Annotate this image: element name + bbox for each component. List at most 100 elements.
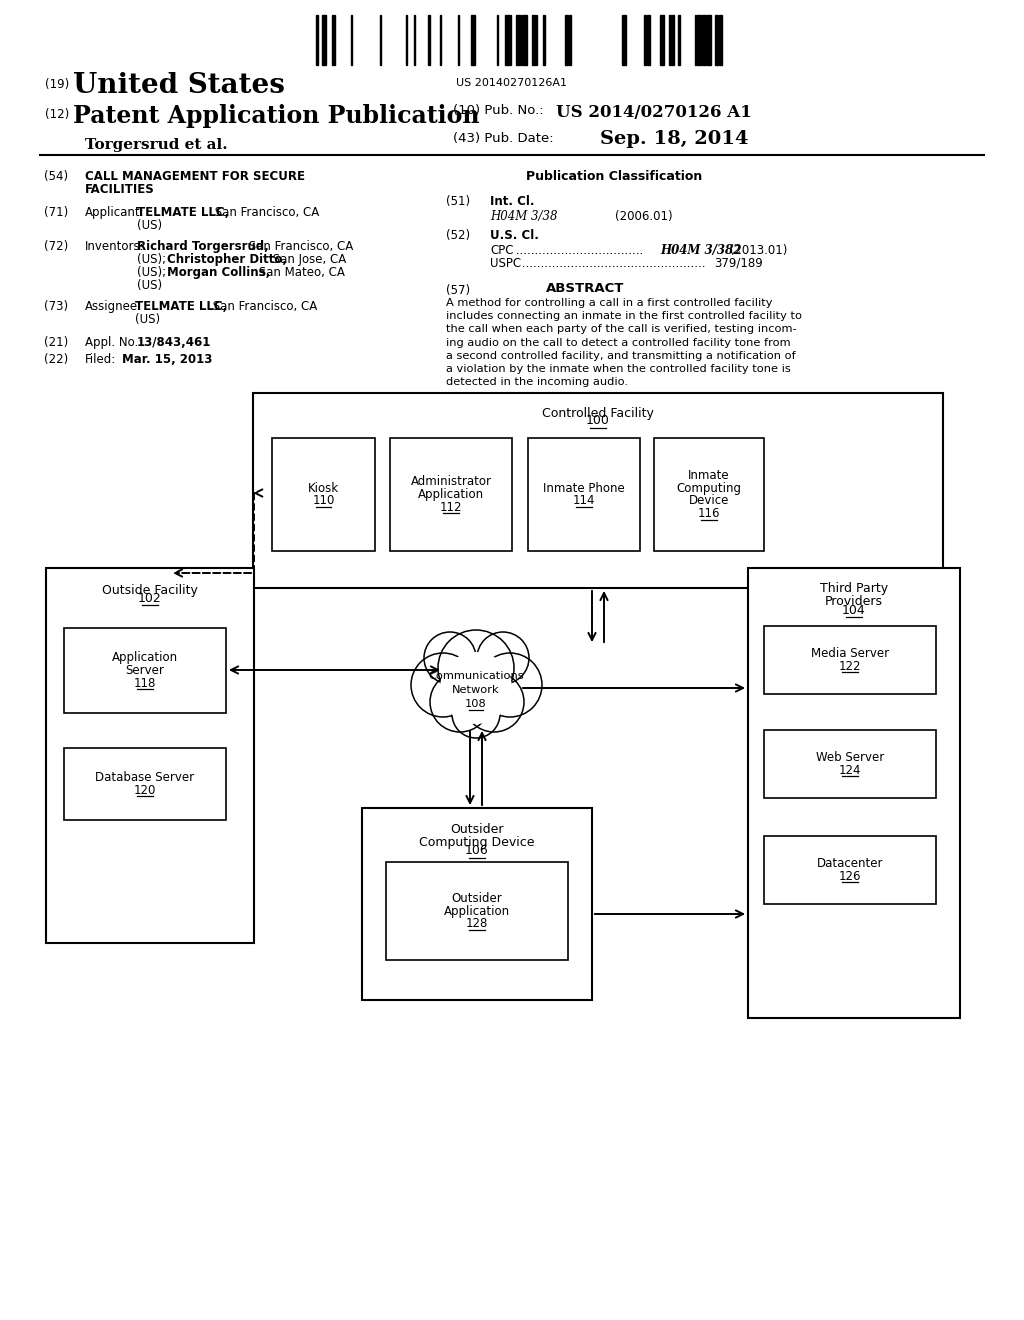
Text: (US);: (US); [137, 253, 166, 267]
Text: (57): (57) [446, 284, 470, 297]
Text: TELMATE LLC,: TELMATE LLC, [135, 300, 227, 313]
Bar [322, 15, 326, 65]
Text: 106: 106 [465, 845, 488, 858]
Bar [565, 15, 568, 65]
Text: 128: 128 [466, 917, 488, 931]
Text: Server: Server [126, 664, 165, 677]
Bar [764, 626, 936, 694]
Text: Application: Application [418, 488, 484, 502]
Bar [390, 438, 512, 550]
Text: 110: 110 [312, 495, 335, 507]
Bar [63, 628, 226, 713]
Circle shape [478, 653, 542, 717]
Text: (US): (US) [137, 219, 162, 232]
Bar [702, 15, 706, 65]
Text: Outside Facility: Outside Facility [102, 583, 198, 597]
Text: Outsider: Outsider [452, 892, 503, 904]
Text: U.S. Cl.: U.S. Cl. [490, 228, 539, 242]
Text: Inmate: Inmate [688, 469, 730, 482]
Bar [316, 15, 318, 65]
Text: Computing: Computing [677, 482, 741, 495]
Bar [719, 15, 722, 65]
Circle shape [438, 630, 514, 706]
Text: Network: Network [453, 685, 500, 696]
Text: Morgan Collins,: Morgan Collins, [167, 267, 270, 279]
Circle shape [411, 653, 475, 717]
Text: (US): (US) [137, 279, 162, 292]
Text: Application: Application [444, 904, 510, 917]
Text: ..................................: .................................. [512, 244, 643, 257]
Text: 116: 116 [697, 507, 720, 520]
Text: 114: 114 [572, 495, 595, 507]
Text: (71): (71) [44, 206, 69, 219]
Bar [660, 15, 664, 65]
Text: (12): (12) [45, 108, 70, 121]
Text: 118: 118 [134, 677, 157, 690]
Text: Richard Torgersrud,: Richard Torgersrud, [137, 240, 268, 253]
Text: Database Server: Database Server [95, 771, 195, 784]
Text: Kiosk: Kiosk [308, 482, 339, 495]
Bar [764, 836, 936, 904]
Text: (73): (73) [44, 300, 69, 313]
Text: Appl. No.:: Appl. No.: [85, 337, 142, 348]
Text: (US): (US) [135, 313, 160, 326]
Text: TELMATE LLC,: TELMATE LLC, [137, 206, 229, 219]
Text: (US);: (US); [137, 267, 166, 279]
Bar [707, 15, 711, 65]
Circle shape [430, 672, 490, 733]
Bar [428, 15, 430, 65]
Text: (43) Pub. Date:: (43) Pub. Date: [453, 132, 554, 145]
Circle shape [440, 652, 512, 723]
Text: 122: 122 [839, 660, 861, 673]
Text: United States: United States [73, 73, 285, 99]
Text: Computing Device: Computing Device [419, 836, 535, 849]
Bar [543, 15, 545, 65]
Text: H04M 3/382: H04M 3/382 [660, 244, 741, 257]
Text: Administrator: Administrator [411, 475, 492, 488]
Bar [46, 568, 254, 942]
Text: Patent Application Publication: Patent Application Publication [73, 104, 479, 128]
Text: 102: 102 [138, 591, 162, 605]
Circle shape [477, 632, 529, 684]
Text: US 20140270126A1: US 20140270126A1 [457, 78, 567, 88]
Bar [362, 808, 592, 1001]
Bar [272, 438, 375, 550]
Bar [63, 748, 226, 820]
Text: 126: 126 [839, 870, 861, 883]
Text: (21): (21) [44, 337, 69, 348]
Text: San Jose, CA: San Jose, CA [269, 253, 346, 267]
Bar [748, 568, 961, 1018]
Text: (54): (54) [44, 170, 69, 183]
Text: 100: 100 [586, 414, 610, 428]
Circle shape [424, 632, 476, 684]
Text: FACILITIES: FACILITIES [85, 183, 155, 195]
Text: ABSTRACT: ABSTRACT [546, 282, 625, 294]
Text: Mar. 15, 2013: Mar. 15, 2013 [122, 352, 212, 366]
Text: Publication Classification: Publication Classification [526, 170, 702, 183]
Text: Inventors:: Inventors: [85, 240, 144, 253]
Bar [471, 15, 475, 65]
Text: San Francisco, CA: San Francisco, CA [211, 206, 319, 219]
Text: 104: 104 [842, 603, 866, 616]
Text: Communications: Communications [428, 671, 524, 681]
Bar [654, 438, 764, 550]
Circle shape [464, 672, 524, 733]
Text: Torgersrud et al.: Torgersrud et al. [85, 139, 227, 152]
Bar [523, 15, 527, 65]
Bar [528, 438, 640, 550]
Text: Controlled Facility: Controlled Facility [542, 407, 654, 420]
Text: CALL MANAGEMENT FOR SECURE: CALL MANAGEMENT FOR SECURE [85, 170, 305, 183]
Bar [516, 15, 520, 65]
Bar [764, 730, 936, 799]
Text: San Francisco, CA: San Francisco, CA [209, 300, 317, 313]
Text: Assignee:: Assignee: [85, 300, 142, 313]
Text: Christopher Ditto,: Christopher Ditto, [167, 253, 287, 267]
Text: US 2014/0270126 A1: US 2014/0270126 A1 [556, 104, 752, 121]
Text: San Mateo, CA: San Mateo, CA [255, 267, 345, 279]
Text: Int. Cl.: Int. Cl. [490, 195, 535, 209]
Text: Outsider: Outsider [451, 822, 504, 836]
Text: Applicant:: Applicant: [85, 206, 144, 219]
Text: Web Server: Web Server [816, 751, 884, 764]
Bar [669, 15, 671, 65]
Text: H04M 3/38: H04M 3/38 [490, 210, 557, 223]
